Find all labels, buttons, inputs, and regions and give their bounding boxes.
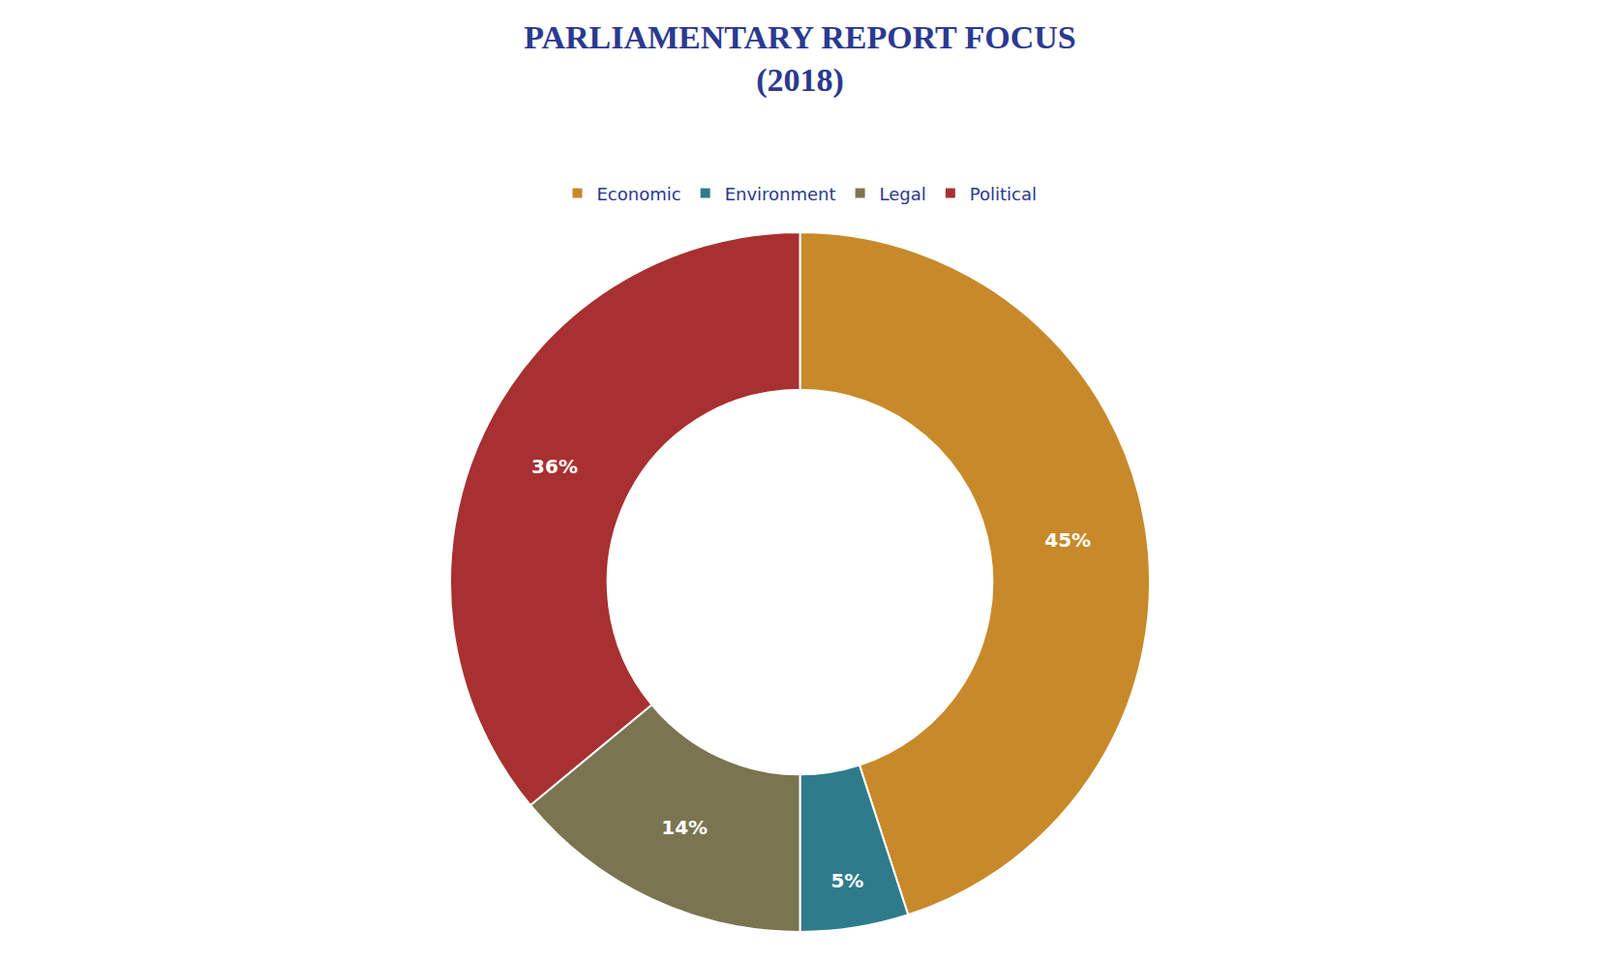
svg-text:Political: Political: [969, 183, 1037, 205]
svg-text:5%: 5%: [830, 869, 864, 893]
svg-text:14%: 14%: [661, 815, 708, 840]
svg-text:36%: 36%: [531, 454, 578, 479]
svg-text:Environment: Environment: [724, 183, 837, 205]
svg-text:45%: 45%: [1044, 528, 1091, 552]
svg-text:Economic: Economic: [597, 183, 682, 205]
svg-text:PARLIAMENTARY REPORT FOCUS(201: PARLIAMENTARY REPORT FOCUS(2018): [523, 19, 1077, 99]
svg-text:Legal: Legal: [879, 183, 927, 205]
